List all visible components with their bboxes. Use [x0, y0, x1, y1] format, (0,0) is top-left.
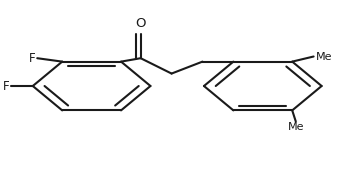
Text: F: F	[29, 52, 35, 65]
Text: O: O	[135, 17, 146, 30]
Text: Me: Me	[315, 51, 332, 62]
Text: Me: Me	[287, 122, 304, 132]
Text: F: F	[3, 79, 10, 93]
